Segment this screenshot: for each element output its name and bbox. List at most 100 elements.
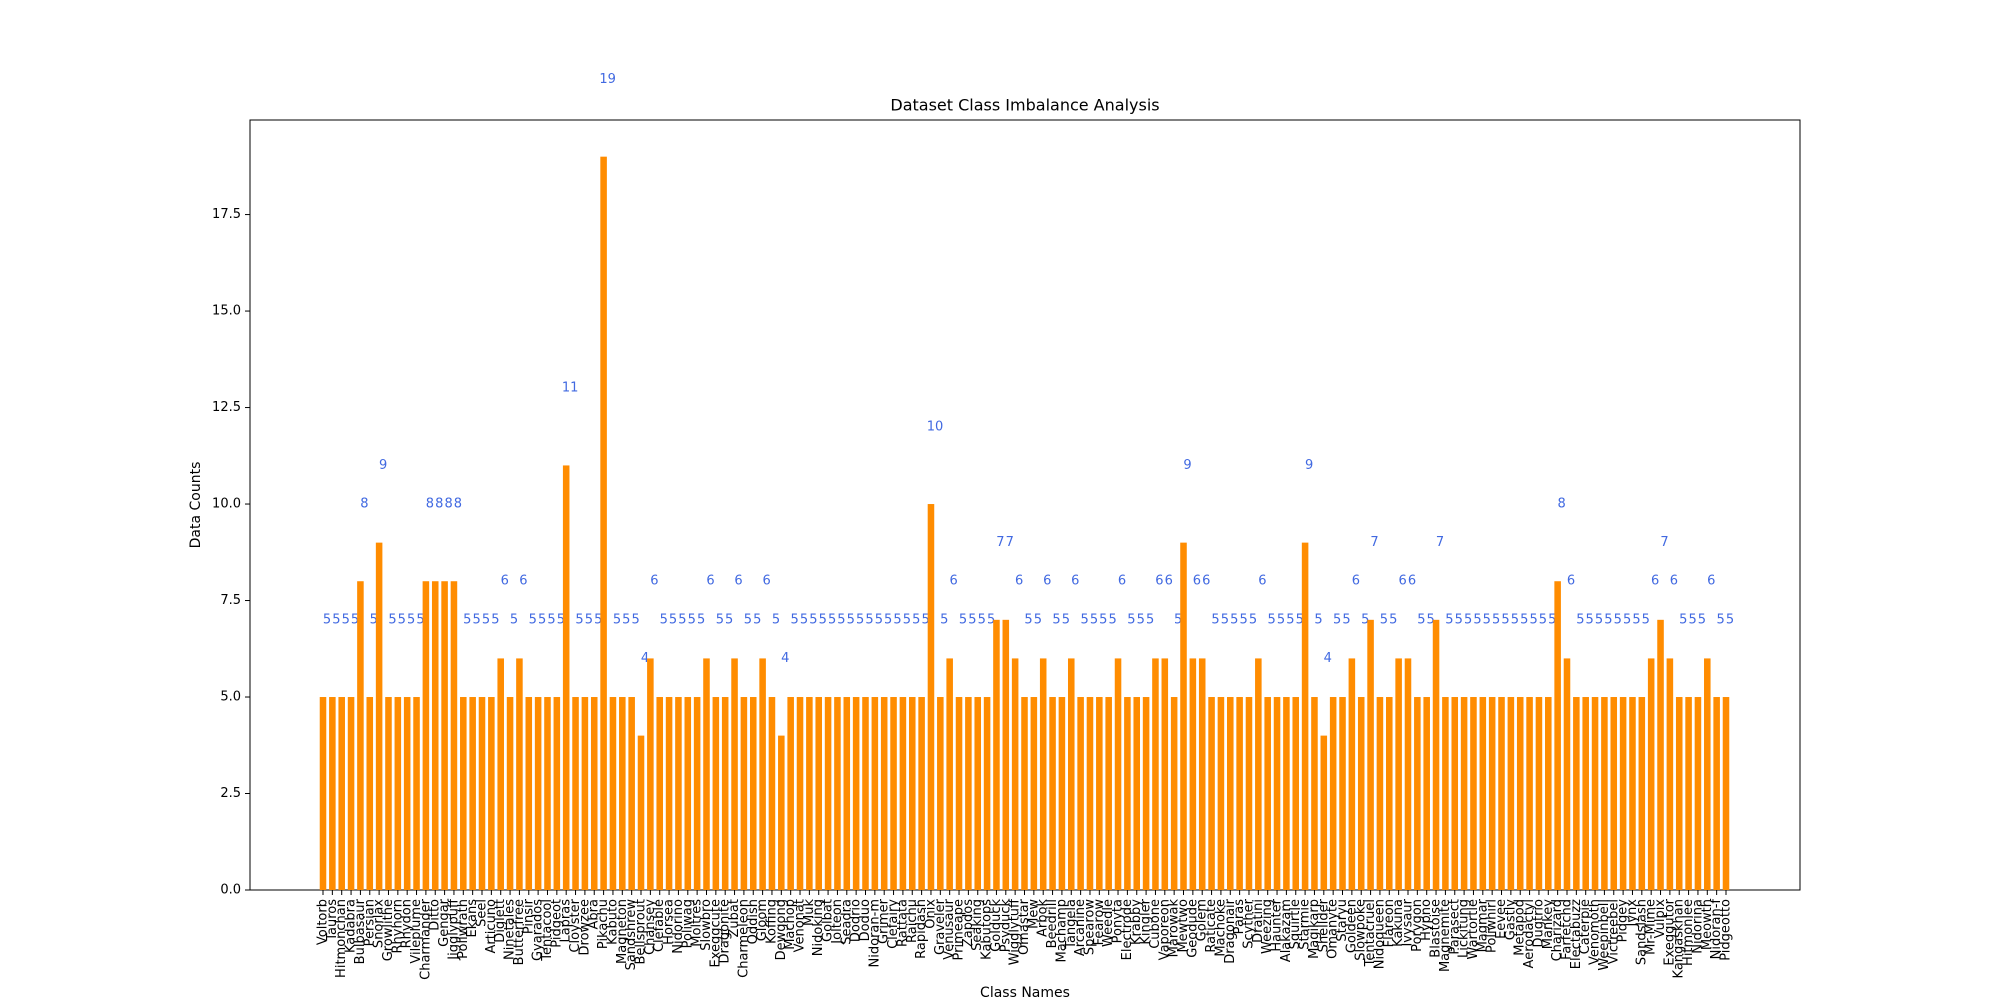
value-label: 6 [501,574,509,589]
value-label: 6 [519,574,527,589]
bar [740,697,748,890]
value-label: 5 [622,612,630,627]
x-tick-label: Golbat [821,899,836,942]
x-tick-label: Psyduck [998,899,1013,953]
bar [394,697,402,890]
bar [778,735,785,890]
x-tick-label: Electabuzz [1569,899,1584,969]
bar [1226,697,1234,890]
value-label: 5 [1109,612,1117,627]
bar [1376,697,1384,890]
value-label: 6 [1408,574,1416,589]
x-tick-label: Articuno [484,899,499,954]
x-tick-label: Gengar [437,898,452,947]
bar [1694,697,1702,890]
value-label: 5 [557,612,565,627]
bar [1582,697,1589,890]
value-label: 5 [744,612,752,627]
y-tick-label: 10.0 [212,497,241,512]
bar [1414,697,1421,890]
x-tick-label: Tauros [325,899,340,942]
x-tick-label: Exeggcute [708,899,723,968]
value-label: 5 [1604,612,1612,627]
bar [1245,697,1253,890]
x-tick-label: Venusaur [942,898,957,959]
value-label: 5 [1511,612,1519,627]
x-tick-label: Starmie [1298,899,1313,950]
value-label: 7 [1370,535,1378,550]
bar [1264,697,1271,890]
bar [534,697,542,890]
bar [469,697,476,890]
value-label: 5 [473,612,481,627]
value-label: 5 [1090,612,1098,627]
value-label: 6 [1202,574,1210,589]
value-label: 8 [1557,497,1565,512]
bar [562,465,570,890]
x-tick-label: Machoke [1213,899,1228,957]
bar [403,697,411,890]
value-label: 5 [1445,612,1453,627]
value-label: 6 [1193,574,1201,589]
value-label: 5 [968,612,976,627]
x-tick-label: Omanyte [1326,899,1341,959]
x-tick-label: Clefairy [886,899,901,949]
bar [347,697,355,890]
x-tick-label: Hypno [1419,899,1434,941]
bar [1470,697,1477,890]
x-tick-label: Charizard [1550,899,1565,961]
value-label: 5 [940,612,948,627]
bar [768,697,776,890]
value-label: 5 [1726,612,1734,627]
bar [1722,697,1730,890]
x-tick-label: Ekans [465,899,480,938]
value-label: 5 [463,612,471,627]
x-tick-label: Electrode [1120,899,1135,960]
value-label: 5 [1642,612,1650,627]
x-tick-label: Victreebel [1606,899,1621,964]
value-label: 6 [762,574,770,589]
bar [1666,658,1674,890]
value-label: 5 [772,612,780,627]
value-label: 5 [978,612,986,627]
bar [357,581,364,890]
bar [1704,658,1711,890]
bar [899,697,907,890]
x-tick-label: Ditto [428,899,443,931]
bar [665,697,673,890]
value-label: 5 [809,612,817,627]
bar [628,697,635,890]
value-label: 6 [950,574,958,589]
value-label: 6 [1043,574,1051,589]
x-tick-label: Butterfree [512,899,527,965]
x-tick-label: Mr-Mime [1644,899,1659,955]
bar [927,504,935,890]
value-label: 6 [1670,574,1678,589]
value-label: 5 [1688,612,1696,627]
x-tick-label: Meowth [1700,899,1715,950]
x-tick-label: Lapras [559,899,574,943]
value-label: 5 [613,612,621,627]
x-tick-label: Charmeleon [736,899,751,978]
value-label: 5 [959,612,967,627]
value-label: 5 [1230,612,1238,627]
bar [974,697,982,890]
x-tick-label: Nidoran-f [1709,899,1724,960]
value-label: 5 [351,612,359,627]
x-tick-label: Marowak [1167,899,1182,958]
value-label: 5 [594,612,602,627]
x-tick-label: Snorlax [372,899,387,948]
bar [1488,697,1496,890]
value-label: 6 [1071,574,1079,589]
bar [413,697,420,890]
value-label: 5 [1614,612,1622,627]
bar [1329,697,1337,890]
bar [955,697,963,890]
bar [796,697,804,890]
x-tick-label: Chansey [643,899,658,955]
bar [1535,697,1543,890]
x-tick-label: Nidorino [671,899,686,954]
value-label: 5 [1034,612,1042,627]
value-label: 5 [912,612,920,627]
x-tick-label: Gastly [1503,899,1518,941]
